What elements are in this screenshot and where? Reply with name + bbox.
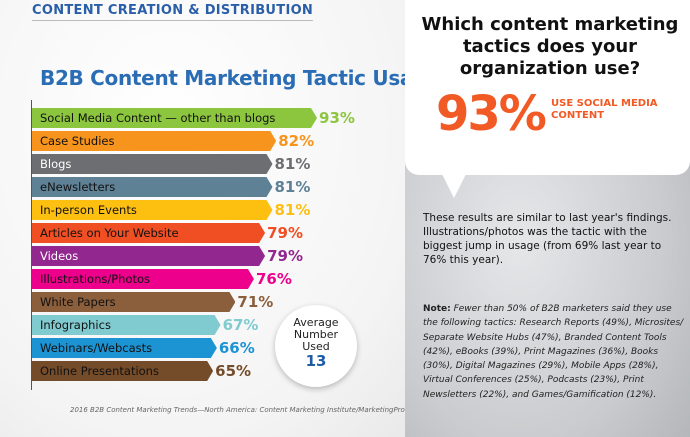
- chart-title: B2B Content Marketing Tactic Usage: [40, 66, 441, 90]
- bar-value-label: 71%: [237, 293, 274, 311]
- average-badge: Average Number Used 13: [275, 305, 357, 387]
- bar: Articles on Your Website: [32, 223, 265, 243]
- bar: Social Media Content — other than blogs: [32, 108, 317, 128]
- average-label-2: Number: [293, 328, 339, 341]
- bar-value-label: 66%: [218, 339, 255, 357]
- bar: Illustrations/Photos: [32, 269, 254, 289]
- bar-value-label: 93%: [319, 109, 355, 127]
- bar: Videos: [32, 246, 265, 266]
- bar-value-label: 81%: [274, 201, 311, 219]
- highlight-value: 93%: [436, 86, 547, 142]
- chart-axis: [31, 100, 32, 390]
- speech-bubble: [405, 0, 690, 175]
- bar-value-label: 81%: [274, 155, 311, 173]
- average-value: 13: [305, 352, 327, 370]
- bar-value-label: 79%: [267, 224, 303, 242]
- bar: White Papers: [32, 292, 235, 312]
- bar: Blogs: [32, 154, 273, 174]
- bar-value-label: 65%: [215, 362, 252, 380]
- bar-value-label: 81%: [274, 178, 311, 196]
- note-label: Note:: [423, 304, 451, 314]
- average-label-1: Average: [293, 316, 339, 329]
- speech-bubble-tail: [440, 170, 468, 198]
- bar: In-person Events: [32, 200, 273, 220]
- bar: Webinars/Webcasts: [32, 338, 217, 358]
- bar-value-label: 82%: [278, 132, 315, 150]
- bar-value-label: 76%: [255, 270, 292, 288]
- highlight-label: USE SOCIAL MEDIA CONTENT: [551, 98, 658, 121]
- bar: Case Studies: [32, 131, 276, 151]
- bar: eNewsletters: [32, 177, 273, 197]
- note-text: Fewer than 50% of B2B marketers said the…: [423, 304, 684, 400]
- bar: Infographics: [32, 315, 221, 335]
- bar: Online Presentations: [32, 361, 213, 381]
- note: Note: Fewer than 50% of B2B marketers sa…: [423, 302, 688, 402]
- bar-value-label: 67%: [222, 316, 259, 334]
- bar-value-label: 79%: [267, 247, 303, 265]
- question-heading: Which content marketing tactics does you…: [421, 14, 679, 79]
- average-label-3: Used: [302, 340, 330, 353]
- section-header: CONTENT CREATION & DISTRIBUTION: [32, 3, 314, 21]
- summary-paragraph: These results are similar to last year's…: [423, 212, 672, 266]
- source-credit: 2016 B2B Content Marketing Trends—North …: [70, 406, 411, 414]
